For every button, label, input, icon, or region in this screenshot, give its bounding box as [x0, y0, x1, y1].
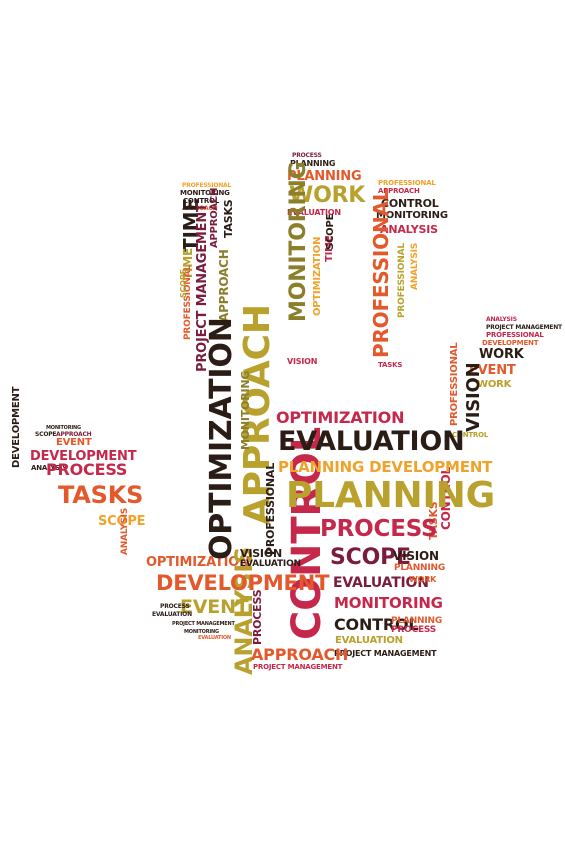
word: ANALYSIS	[380, 223, 438, 236]
word: ANALYSIS	[486, 316, 517, 323]
word: EVALUATION	[152, 611, 192, 618]
word: ANALYSIS	[410, 242, 420, 290]
word: TASKS	[222, 199, 235, 238]
word: PROJECT MANAGEMENT	[486, 324, 562, 331]
word: SCOPE	[325, 213, 336, 250]
word: OPTIMIZATION	[204, 317, 239, 560]
word: EVALUATION	[333, 575, 429, 591]
word: DEVELOPMENT	[156, 571, 330, 595]
word: SCOPE	[330, 545, 411, 570]
word: CONTROL	[334, 615, 419, 634]
word: PROCESS	[160, 603, 190, 610]
word: PROFESSIONAL	[397, 243, 407, 318]
word: ANALYSIS	[31, 464, 68, 472]
word: WORK	[289, 183, 366, 208]
word: PROCESS	[46, 460, 128, 479]
word: OPTIMIZATION	[146, 555, 250, 570]
word: VISION	[287, 357, 318, 366]
word: ANALYSIS	[120, 507, 130, 555]
word: PROFESSIONAL	[449, 342, 460, 426]
word: DEVELOPMENT	[482, 339, 539, 347]
word: DEVELOPMENT	[30, 449, 137, 464]
word: VISION	[240, 547, 282, 560]
word: PLANNING	[290, 159, 336, 168]
word: EVALUATION	[278, 426, 465, 457]
word: PROJECT MANAGEMENT	[172, 621, 235, 627]
word: APPROACH	[182, 205, 218, 212]
word: CONTROL	[452, 431, 489, 439]
word: MONITORING	[239, 370, 252, 450]
word: PLANNING	[286, 475, 495, 516]
word: PROCESS	[320, 516, 438, 542]
word: PROFESSIONAL	[369, 188, 393, 358]
word: PROCESS	[391, 625, 437, 635]
word: MONITORING	[180, 189, 230, 197]
word: APPROACH	[251, 645, 349, 664]
word: VISION	[393, 549, 439, 563]
word: PLANNING	[394, 563, 446, 573]
word: APPROACH	[217, 249, 231, 322]
word: MONITORING	[376, 210, 448, 221]
word: MONITORING	[334, 594, 443, 612]
word: PLANNING	[287, 169, 362, 184]
word: PLANNING DEVELOPMENT	[278, 458, 493, 476]
word: PROJECT MANAGEMENT	[334, 649, 437, 658]
word: PROFESSIONAL	[264, 462, 277, 555]
word: PROCESS	[292, 152, 322, 159]
word: PROFESSIONAL	[486, 331, 544, 339]
word: MONITORING	[184, 629, 219, 635]
word: APPROACH	[209, 187, 220, 248]
word: EVALUATION	[198, 635, 231, 641]
word: EVENT	[56, 437, 92, 448]
word: MONITORING	[46, 425, 81, 431]
word: WORK	[409, 575, 437, 584]
word: OPTIMIZATION	[276, 408, 405, 427]
word: SCOPE	[98, 514, 146, 529]
word: CONTROL	[381, 197, 439, 210]
word: APPROACH	[56, 431, 92, 438]
word: WORK	[477, 379, 512, 390]
word: PROFESSIONAL	[182, 182, 232, 189]
word: EVALUATION	[335, 635, 403, 646]
word: MONITORING	[286, 161, 311, 323]
word: EVALUATION	[240, 559, 301, 569]
word: TASKS	[378, 361, 403, 369]
word: CONTROL	[183, 197, 220, 205]
word: OPTIMIZATION	[312, 236, 323, 316]
word: EVALUATION	[287, 208, 341, 217]
word: TASKS	[58, 481, 144, 509]
word: WORK	[479, 347, 524, 362]
word: SCOPE	[35, 431, 57, 438]
word: VISION	[463, 362, 484, 432]
word: PROFESSIONAL	[378, 179, 436, 187]
word: PROCESS	[251, 589, 264, 645]
word: APPROACH	[378, 187, 420, 195]
word: DEVELOPMENT	[11, 386, 22, 468]
word: EVENT	[469, 363, 516, 378]
word: EVENT	[180, 596, 249, 618]
word: SCOPE	[179, 269, 188, 298]
word: PLANNING	[391, 616, 443, 626]
word: PROJECT MANAGEMENT	[253, 663, 343, 671]
